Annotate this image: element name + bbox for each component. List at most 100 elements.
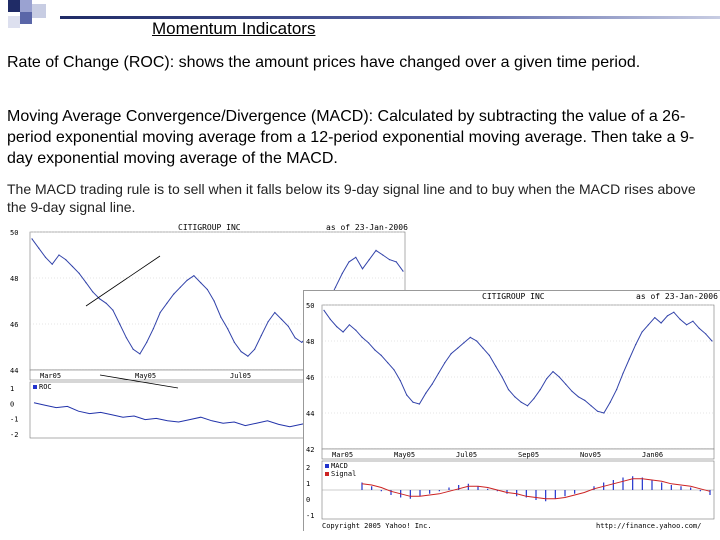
price-point	[51, 263, 53, 265]
price-point	[375, 249, 377, 251]
legend-swatch	[33, 385, 37, 389]
price-point	[173, 293, 175, 295]
price-point	[200, 282, 202, 284]
x-tick-label: Mar05	[332, 451, 353, 459]
price-point	[679, 318, 681, 320]
price-point	[119, 323, 121, 325]
price-point	[361, 336, 363, 338]
price-y-tick-label: 48	[10, 275, 18, 283]
price-point	[112, 309, 114, 311]
price-point	[437, 372, 440, 374]
price-point	[132, 348, 134, 350]
decor-square	[20, 0, 32, 12]
price-point	[520, 401, 522, 403]
decor-square	[8, 0, 20, 12]
price-point	[213, 300, 215, 302]
paragraph-trading-rule: The MACD trading rule is to sell when it…	[7, 181, 696, 215]
indicator-y-tick-label: 1	[306, 480, 310, 488]
legend-label: Signal	[331, 470, 356, 478]
x-tick-label: Mar05	[40, 372, 61, 380]
price-point	[565, 383, 567, 385]
price-point	[301, 341, 303, 343]
price-point	[393, 369, 395, 371]
price-point	[558, 376, 560, 378]
price-series-line	[31, 238, 404, 357]
price-point	[146, 341, 148, 343]
price-series-line	[323, 310, 713, 414]
x-tick-label: May05	[394, 451, 415, 459]
decor-square	[20, 12, 32, 24]
x-tick-label: May05	[135, 372, 156, 380]
price-point	[348, 261, 350, 263]
price-point	[44, 256, 47, 258]
price-y-tick-label: 50	[306, 302, 314, 310]
price-point	[539, 389, 541, 391]
price-point	[336, 326, 338, 328]
macd-chart: CITIGROUP INC as of 23-Jan-2006 50 48 46 44 42…	[303, 290, 720, 531]
x-tick-label: Jan06	[642, 451, 663, 459]
price-point	[38, 247, 40, 249]
price-point	[166, 302, 168, 304]
indicator-y-tick-label: -1	[306, 512, 314, 520]
price-y-tick-label: 44	[306, 410, 314, 418]
chart-date-label: as of 23-Jan-2006	[326, 223, 408, 232]
x-tick-label: Jul05	[456, 451, 477, 459]
price-point	[577, 396, 580, 398]
price-point	[98, 298, 101, 300]
paragraph-roc: Rate of Change (ROC): shows the amount p…	[7, 54, 641, 71]
x-axis-band	[321, 448, 715, 460]
price-point	[507, 389, 510, 391]
price-point	[287, 325, 289, 327]
price-point	[341, 272, 343, 274]
price-point	[342, 331, 344, 333]
price-point	[647, 324, 649, 326]
price-point	[412, 401, 414, 403]
price-point	[469, 336, 471, 338]
price-point	[92, 291, 94, 293]
price-point	[399, 380, 401, 382]
price-point	[628, 358, 630, 360]
price-point	[193, 275, 195, 277]
price-point	[546, 378, 548, 380]
indicator-y-tick-label: 1	[10, 385, 14, 393]
price-point	[609, 401, 611, 403]
price-point	[388, 259, 391, 261]
price-point	[395, 261, 397, 263]
price-point	[294, 337, 296, 339]
price-point	[685, 324, 688, 326]
price-point	[186, 279, 188, 281]
price-point	[654, 317, 656, 319]
chart-date-label: as of 23-Jan-2006	[636, 292, 718, 301]
price-point	[380, 354, 382, 356]
legend-swatch	[325, 472, 329, 476]
indicator-y-tick-label: -1	[10, 416, 18, 424]
price-point	[247, 355, 249, 357]
price-point	[274, 311, 276, 314]
price-point	[227, 328, 229, 330]
price-point	[240, 351, 242, 353]
price-point	[382, 254, 384, 256]
price-point	[367, 342, 370, 344]
price-point	[179, 286, 181, 288]
decor-square	[32, 4, 46, 18]
price-point	[444, 362, 446, 364]
price-point	[482, 347, 484, 349]
price-y-tick-label: 46	[306, 374, 314, 382]
price-point	[348, 324, 351, 326]
price-point	[673, 311, 675, 313]
price-point	[355, 256, 357, 258]
price-point	[635, 344, 637, 346]
slide-title: Momentum Indicators	[152, 19, 316, 38]
price-point	[220, 316, 222, 318]
price-point	[159, 311, 161, 314]
price-point	[206, 288, 208, 291]
x-tick-label: Nov05	[580, 451, 601, 459]
price-point	[705, 333, 707, 335]
price-point	[139, 353, 141, 355]
price-point	[280, 318, 283, 320]
price-point	[514, 396, 516, 398]
price-point	[571, 390, 573, 392]
price-point	[85, 282, 87, 284]
price-point	[361, 268, 364, 270]
price-point	[495, 365, 497, 367]
